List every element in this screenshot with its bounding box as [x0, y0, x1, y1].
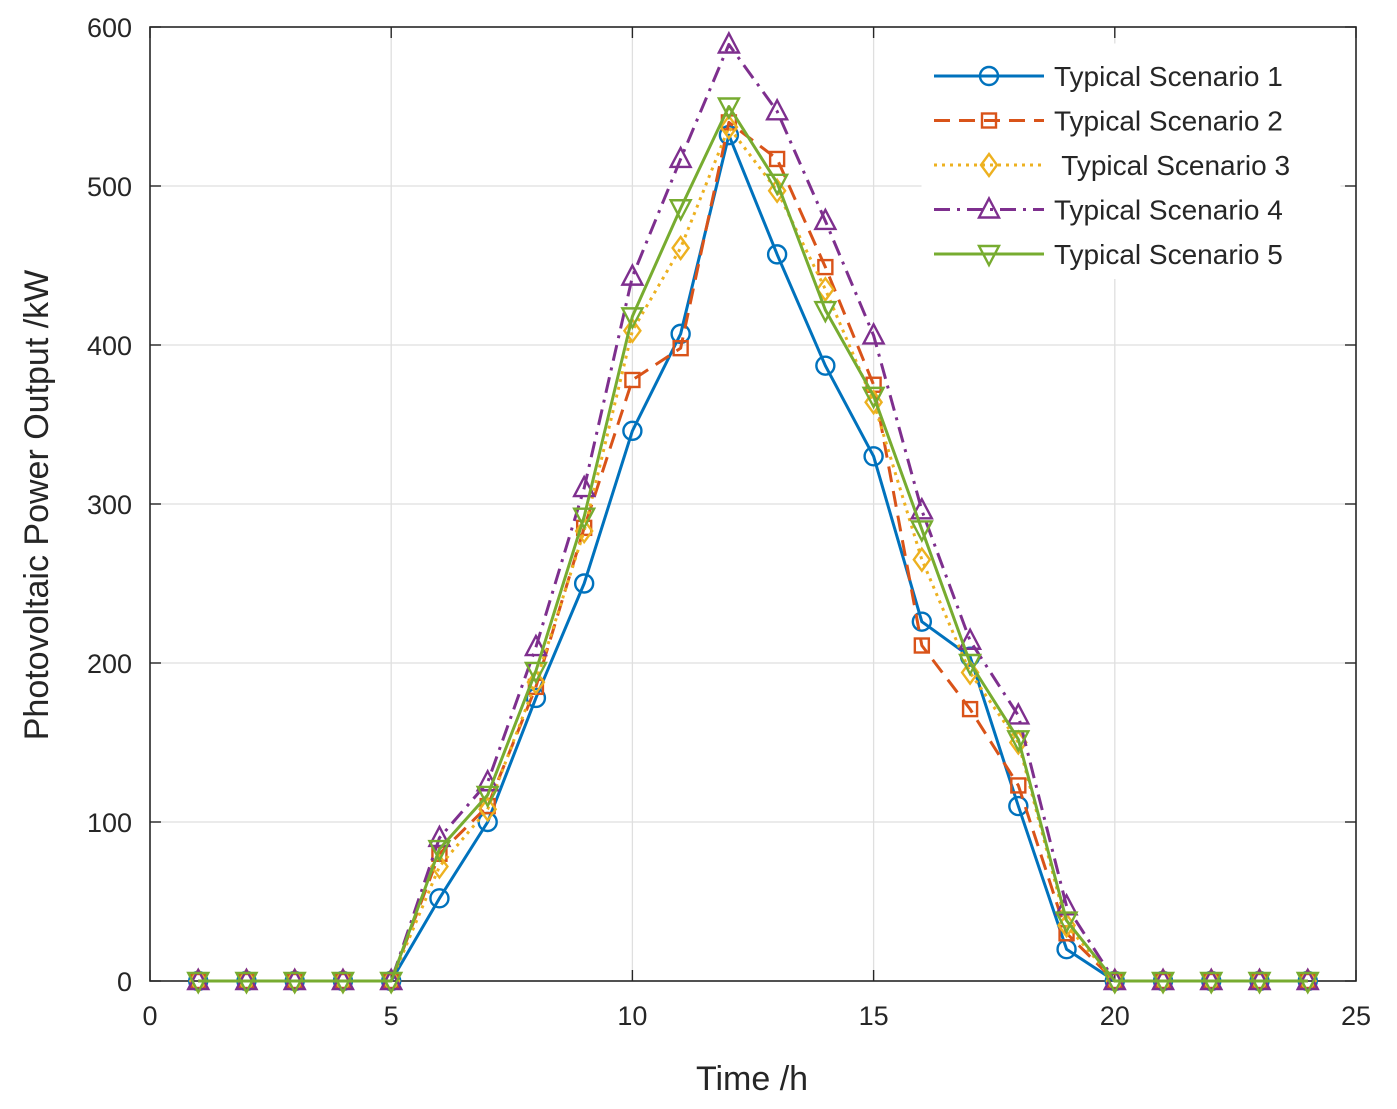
legend: Typical Scenario 1 Typical Scenario 2 Typ…	[921, 43, 1341, 279]
x-tick-label: 15	[859, 1001, 889, 1031]
data-point	[958, 653, 983, 677]
data-point	[429, 888, 450, 909]
data-point	[863, 446, 884, 467]
data-point	[765, 173, 790, 197]
data-point	[672, 339, 689, 357]
data-point	[1006, 701, 1031, 725]
series-line	[198, 105, 1308, 983]
data-point	[475, 785, 500, 809]
x-tick-label: 5	[384, 1001, 399, 1031]
data-point	[572, 474, 597, 498]
data-point	[716, 30, 741, 54]
x-tick-label: 0	[142, 1001, 157, 1031]
data-point	[765, 97, 790, 121]
data-point	[1151, 971, 1176, 995]
legend-box	[921, 43, 1341, 279]
data-point	[861, 321, 886, 345]
data-point	[961, 700, 979, 718]
series-5	[186, 97, 1320, 995]
data-point	[668, 145, 693, 169]
data-point	[523, 633, 548, 657]
data-point	[1054, 911, 1079, 935]
tick-labels: 0 5 10 15 20 25 0 100 200 300 400 500 600	[87, 13, 1371, 1031]
data-point	[815, 276, 835, 303]
data-point	[813, 300, 838, 324]
legend-marker	[978, 65, 1000, 87]
data-point	[909, 520, 934, 544]
legend-label: Typical Scenario 4	[1054, 195, 1283, 226]
legend-marker	[980, 112, 998, 129]
data-series	[186, 30, 1320, 995]
legend-label: Typical Scenario 3	[1054, 150, 1290, 181]
data-point	[913, 637, 931, 654]
data-point	[234, 971, 259, 995]
data-point	[427, 824, 452, 848]
legend-entry: Typical Scenario 3	[934, 150, 1290, 181]
data-point	[282, 971, 307, 995]
data-point	[1006, 730, 1031, 753]
data-point	[719, 114, 739, 141]
y-tick-label: 100	[87, 808, 132, 838]
y-tick-label: 0	[117, 967, 132, 997]
y-tick-label: 500	[87, 172, 132, 202]
data-point	[622, 420, 643, 442]
data-point	[815, 355, 836, 376]
data-point	[912, 546, 932, 573]
data-point	[817, 258, 834, 276]
data-point	[427, 839, 452, 863]
x-tick-label: 25	[1341, 1001, 1371, 1031]
data-point	[1102, 971, 1127, 995]
data-point	[766, 244, 788, 265]
data-point	[668, 199, 693, 222]
data-point	[523, 661, 548, 685]
data-point	[911, 611, 933, 632]
legend-entry: Typical Scenario 1	[934, 61, 1283, 92]
legend-label: Typical Scenario 1	[1054, 61, 1283, 92]
data-point	[574, 517, 594, 545]
y-tick-label: 300	[87, 490, 132, 520]
x-tick-label: 10	[617, 1001, 647, 1031]
legend-entry: Typical Scenario 2	[934, 106, 1283, 137]
legend-marker	[977, 195, 1001, 219]
legend-label: Typical Scenario 5	[1054, 239, 1283, 270]
data-point	[573, 573, 595, 594]
legend-label: Typical Scenario 2	[1054, 106, 1283, 137]
data-point	[624, 371, 641, 389]
data-point	[958, 627, 983, 650]
data-point	[813, 207, 838, 231]
y-tick-label: 200	[87, 649, 132, 679]
x-tick-label: 20	[1100, 1001, 1130, 1031]
data-point	[572, 507, 597, 531]
data-point	[620, 263, 645, 286]
data-point	[620, 307, 645, 330]
legend-entry: Typical Scenario 4	[934, 195, 1283, 226]
data-point	[330, 971, 355, 995]
y-tick-label: 400	[87, 331, 132, 361]
y-axis-title: Photovoltaic Power Output /kW	[18, 270, 56, 741]
data-point	[716, 97, 741, 121]
data-point	[1295, 971, 1320, 995]
data-point	[1199, 971, 1224, 995]
legend-marker	[979, 151, 999, 179]
data-point	[861, 386, 886, 410]
data-point	[768, 150, 786, 168]
data-point	[186, 971, 211, 995]
legend-marker	[977, 244, 1001, 268]
data-point	[379, 971, 404, 995]
axes	[149, 26, 1357, 982]
x-axis-title: Time /h	[696, 1060, 808, 1098]
data-point	[909, 496, 934, 520]
data-point	[478, 796, 498, 823]
data-point	[526, 669, 546, 696]
data-point	[622, 317, 642, 344]
y-tick-label: 600	[87, 13, 132, 43]
legend-entry: Typical Scenario 5	[934, 239, 1283, 270]
data-point	[1010, 777, 1027, 794]
data-point	[767, 177, 787, 204]
data-point	[1008, 795, 1029, 817]
data-point	[671, 234, 691, 262]
data-point	[1247, 971, 1272, 995]
